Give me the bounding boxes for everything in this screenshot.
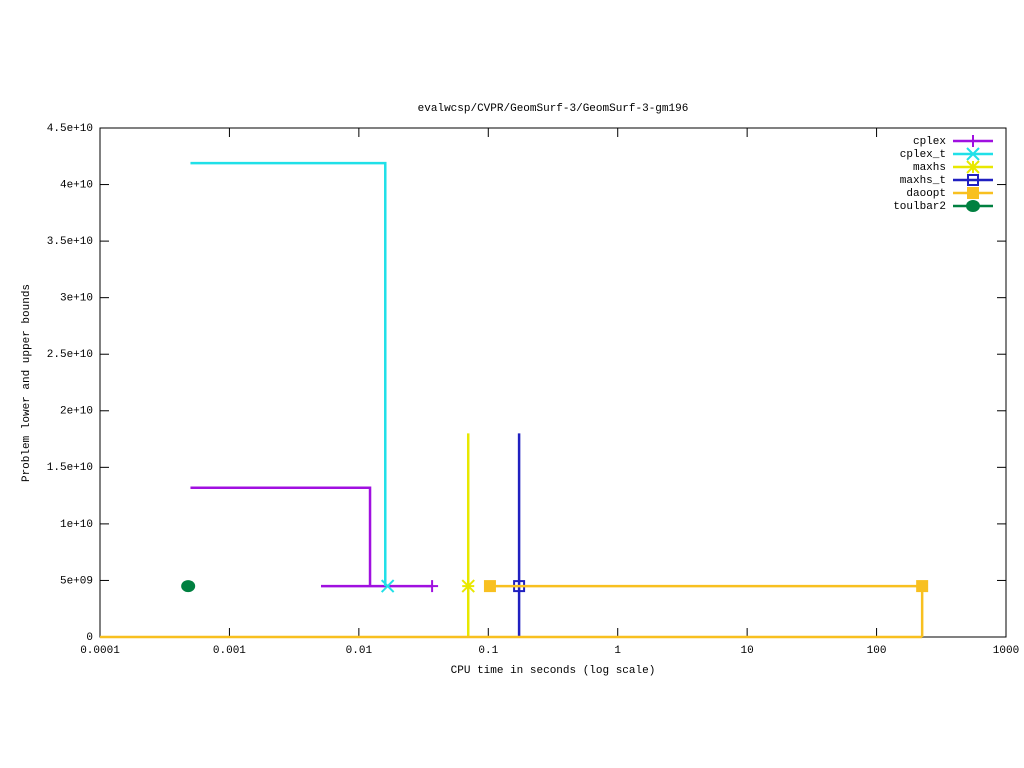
legend-label: cplex [913, 136, 946, 148]
y-tick-label: 1.5e+10 [47, 462, 93, 474]
marker-shape [181, 580, 196, 593]
x-tick-label: 10 [741, 645, 754, 657]
marker-stroke [966, 160, 980, 174]
legend-label: maxhs_t [900, 175, 946, 187]
x-axis-label: CPU time in seconds (log scale) [451, 665, 656, 677]
marker [461, 579, 475, 593]
legend-marker [966, 200, 980, 212]
legend-label: cplex_t [900, 149, 946, 161]
marker-shape [916, 580, 929, 593]
y-tick-label: 3e+10 [60, 293, 93, 305]
legend-label: toulbar2 [893, 201, 946, 213]
marker [380, 579, 395, 593]
x-tick-label: 1000 [993, 645, 1019, 657]
legend-label: maxhs [913, 162, 946, 174]
marker-shape [483, 580, 496, 593]
y-tick-label: 3.5e+10 [47, 236, 93, 248]
legend-marker [966, 147, 980, 161]
x-tick-label: 1 [614, 645, 621, 657]
marker-stroke [380, 579, 395, 593]
x-tick-label: 0.1 [478, 645, 498, 657]
marker-stroke [966, 147, 980, 161]
y-tick-label: 2.5e+10 [47, 349, 93, 361]
y-tick-label: 5e+09 [60, 575, 93, 587]
marker [483, 580, 496, 593]
legend-marker [966, 160, 980, 174]
x-tick-label: 0.01 [346, 645, 373, 657]
marker-stroke [461, 579, 475, 593]
x-tick-label: 0.001 [213, 645, 246, 657]
marker [181, 580, 196, 593]
y-axis-label: Problem lower and upper bounds [21, 284, 33, 482]
legend-marker [967, 174, 979, 186]
series-line [190, 486, 433, 588]
marker [916, 580, 929, 593]
chart-title: evalwcsp/CVPR/GeomSurf-3/GeomSurf-3-gm19… [418, 103, 689, 115]
y-tick-label: 4e+10 [60, 179, 93, 191]
legend-label: daoopt [906, 188, 946, 200]
series-line [190, 161, 387, 587]
x-tick-label: 100 [867, 645, 887, 657]
y-tick-label: 0 [86, 632, 93, 644]
marker-shape [966, 200, 980, 212]
marker-shape [967, 174, 979, 186]
y-tick-label: 2e+10 [60, 406, 93, 418]
marker [426, 580, 439, 593]
x-tick-label: 0.0001 [80, 645, 120, 657]
y-tick-label: 4.5e+10 [47, 123, 93, 135]
legend-marker [967, 187, 979, 199]
y-tick-label: 1e+10 [60, 519, 93, 531]
marker-shape [967, 187, 979, 199]
legend-marker [967, 135, 979, 147]
